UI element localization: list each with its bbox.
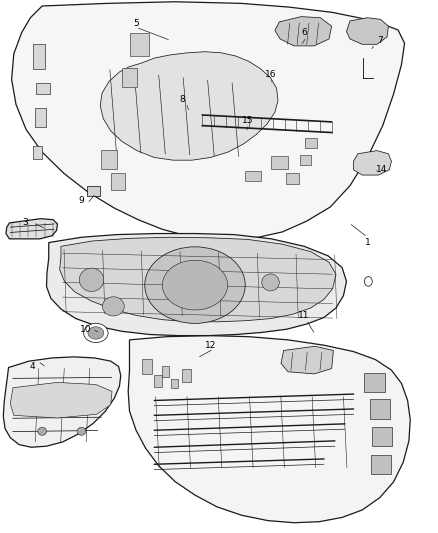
Polygon shape: [170, 378, 178, 388]
Text: 9: 9: [78, 196, 85, 205]
Polygon shape: [33, 44, 45, 69]
Polygon shape: [33, 146, 42, 159]
Polygon shape: [364, 373, 385, 392]
Ellipse shape: [102, 297, 124, 316]
Polygon shape: [372, 427, 392, 446]
Polygon shape: [281, 346, 333, 374]
Ellipse shape: [77, 427, 86, 435]
Polygon shape: [6, 219, 57, 239]
Polygon shape: [111, 173, 125, 190]
Text: 7: 7: [378, 36, 383, 45]
Polygon shape: [128, 336, 410, 523]
Text: 5: 5: [133, 19, 139, 28]
Text: 6: 6: [301, 28, 307, 37]
Polygon shape: [353, 151, 392, 175]
Polygon shape: [370, 399, 390, 418]
Polygon shape: [12, 2, 405, 239]
Text: 16: 16: [265, 70, 276, 78]
Polygon shape: [36, 83, 50, 94]
Polygon shape: [300, 155, 311, 165]
Text: 14: 14: [376, 165, 387, 174]
Ellipse shape: [79, 268, 104, 292]
Polygon shape: [60, 237, 336, 322]
Text: 10: 10: [80, 325, 92, 334]
Text: 8: 8: [179, 94, 185, 103]
Polygon shape: [130, 33, 149, 56]
Polygon shape: [11, 382, 112, 418]
Polygon shape: [271, 156, 288, 169]
Polygon shape: [286, 173, 299, 184]
Ellipse shape: [162, 260, 228, 310]
Polygon shape: [35, 108, 46, 127]
Polygon shape: [142, 359, 152, 374]
Ellipse shape: [262, 274, 279, 291]
Ellipse shape: [88, 327, 104, 339]
Polygon shape: [154, 375, 162, 386]
Text: 3: 3: [22, 219, 28, 228]
Polygon shape: [46, 233, 346, 336]
Ellipse shape: [38, 427, 46, 435]
Polygon shape: [101, 150, 117, 168]
Ellipse shape: [145, 247, 245, 324]
Polygon shape: [346, 18, 389, 44]
Text: 1: 1: [364, 238, 370, 247]
Polygon shape: [87, 185, 100, 196]
Polygon shape: [4, 357, 121, 447]
Text: 11: 11: [298, 311, 310, 320]
Text: 12: 12: [205, 341, 216, 350]
Polygon shape: [122, 68, 138, 87]
Polygon shape: [304, 139, 317, 148]
Polygon shape: [182, 369, 191, 382]
Polygon shape: [275, 17, 332, 46]
Ellipse shape: [84, 324, 108, 343]
Polygon shape: [100, 52, 278, 160]
Text: 4: 4: [29, 362, 35, 371]
Text: 15: 15: [242, 116, 253, 125]
Polygon shape: [162, 367, 169, 377]
Polygon shape: [371, 455, 391, 474]
Polygon shape: [245, 171, 261, 181]
